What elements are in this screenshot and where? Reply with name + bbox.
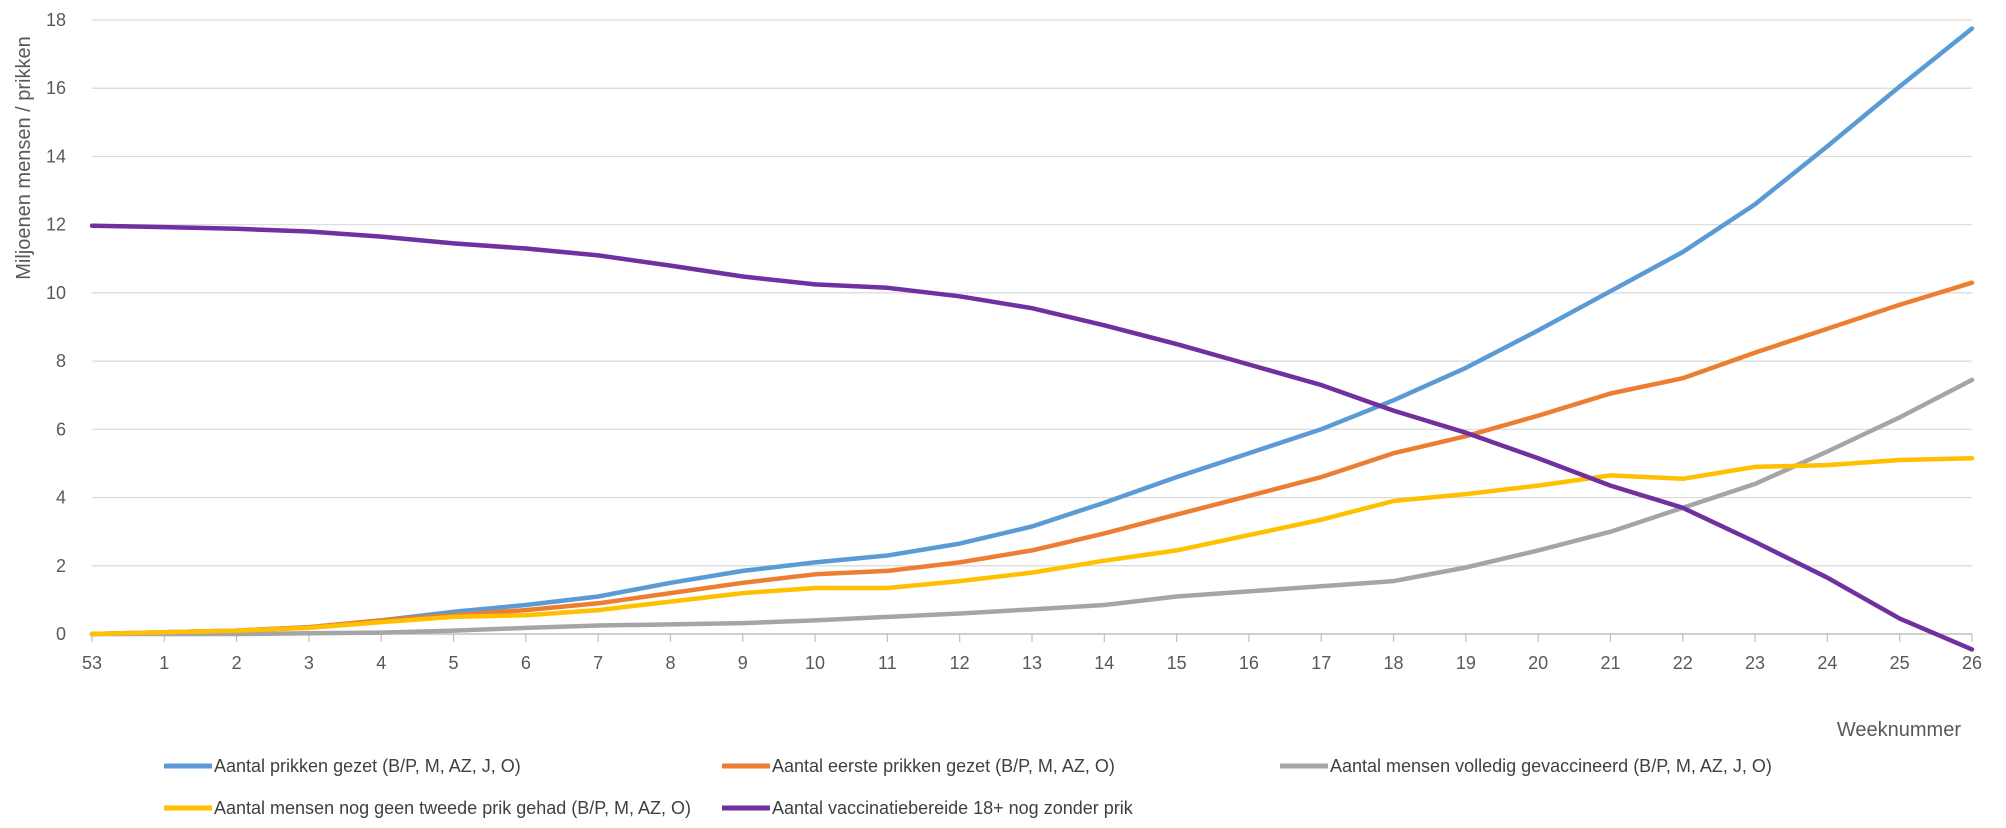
y-tick-label: 18 [46, 10, 66, 30]
series-line-1 [89, 26, 1975, 637]
x-tick-label: 11 [878, 653, 897, 673]
y-tick-label: 14 [46, 146, 66, 166]
x-tick-label: 8 [665, 653, 675, 673]
legend-label: Aantal mensen volledig gevaccineerd (B/P… [1330, 756, 1772, 776]
x-axis: 53 1 2 3 4 5 6 7 8 9 10 11 12 13 14 15 16 17 18 19 20 21 22 23 2… [82, 633, 1982, 673]
x-tick-label: 3 [304, 653, 314, 673]
x-tick-label: 22 [1673, 653, 1693, 673]
x-tick-label: 17 [1311, 653, 1331, 673]
y-tick-label: 6 [56, 419, 66, 439]
y-axis-title: Miljoenen mensen / prikken [13, 36, 35, 279]
gridlines [92, 19, 1972, 567]
x-tick-label: 13 [1022, 653, 1042, 673]
x-tick-label: 18 [1384, 653, 1404, 673]
legend-label: Aantal eerste prikken gezet (B/P, M, AZ,… [772, 756, 1115, 776]
series-line-3 [89, 377, 1975, 637]
x-tick-label: 12 [950, 653, 970, 673]
y-tick-label: 2 [56, 556, 66, 576]
y-tick-label: 8 [56, 351, 66, 371]
x-tick-label: 19 [1456, 653, 1476, 673]
legend-item: Aantal eerste prikken gezet (B/P, M, AZ,… [722, 756, 1115, 776]
legend: Aantal prikken gezet (B/P, M, AZ, J, O) A… [164, 756, 1772, 818]
y-tick-label: 0 [56, 624, 66, 644]
x-tick-label: 24 [1817, 653, 1837, 673]
x-tick-label: 1 [159, 653, 169, 673]
x-tick-label: 2 [232, 653, 242, 673]
legend-item: Aantal mensen volledig gevaccineerd (B/P… [1280, 756, 1772, 776]
x-tick-label: 14 [1094, 653, 1114, 673]
legend-label: Aantal mensen nog geen tweede prik gehad… [214, 798, 691, 818]
series-line-2 [89, 280, 1975, 637]
series-lines [89, 26, 1975, 652]
y-tick-label: 4 [56, 488, 66, 508]
legend-item: Aantal vaccinatiebereide 18+ nog zonder … [722, 798, 1134, 818]
x-tick-label: 4 [376, 653, 386, 673]
y-axis-ticks: 0 2 4 6 8 10 12 14 16 18 [46, 10, 66, 644]
series-line-4 [89, 456, 1975, 637]
x-tick-label: 21 [1600, 653, 1620, 673]
x-tick-label: 53 [82, 653, 102, 673]
x-tick-label: 6 [521, 653, 531, 673]
y-tick-label: 16 [46, 78, 66, 98]
x-tick-label: 26 [1962, 653, 1982, 673]
x-tick-label: 20 [1528, 653, 1548, 673]
x-tick-label: 9 [738, 653, 748, 673]
y-tick-label: 10 [46, 283, 66, 303]
legend-label: Aantal vaccinatiebereide 18+ nog zonder … [772, 798, 1134, 818]
series-line-5 [89, 223, 1975, 652]
x-axis-title: Weeknummer [1837, 719, 1961, 741]
x-tick-label: 5 [449, 653, 459, 673]
x-tick-label: 23 [1745, 653, 1765, 673]
legend-label: Aantal prikken gezet (B/P, M, AZ, J, O) [214, 756, 521, 776]
legend-item: Aantal mensen nog geen tweede prik gehad… [164, 798, 691, 818]
y-tick-label: 12 [46, 215, 66, 235]
x-tick-label: 7 [593, 653, 603, 673]
x-tick-label: 25 [1890, 653, 1910, 673]
legend-item: Aantal prikken gezet (B/P, M, AZ, J, O) [164, 756, 521, 776]
x-tick-label: 16 [1239, 653, 1259, 673]
x-tick-label: 15 [1167, 653, 1187, 673]
x-tick-label: 10 [805, 653, 825, 673]
